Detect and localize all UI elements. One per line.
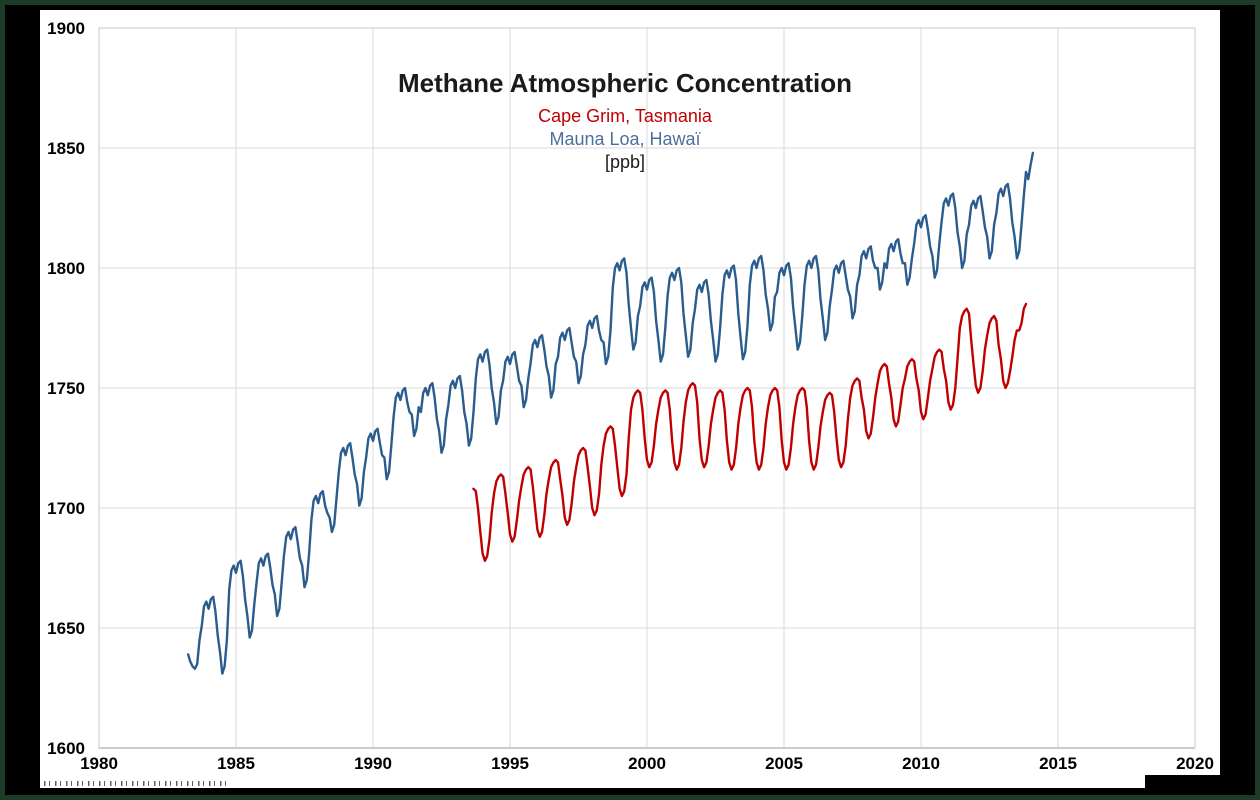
x-tick-label: 2000: [628, 754, 666, 773]
plot-border: [98, 27, 1196, 749]
x-tick-label: 1990: [354, 754, 392, 773]
x-tick-label: 1995: [491, 754, 529, 773]
series-path-mauna-loa-hawa-: [186, 151, 1035, 675]
clipped-text-fragment: [44, 781, 226, 786]
y-tick-label: 1750: [47, 379, 85, 398]
x-tick-label: 1980: [80, 754, 118, 773]
x-tick-label: 2015: [1039, 754, 1077, 773]
x-tick-label: 1985: [217, 754, 255, 773]
x-tick-label: 2005: [765, 754, 803, 773]
y-tick-label: 1600: [47, 739, 85, 758]
series-path-cape-grim-tasmania: [472, 302, 1028, 562]
y-tick-label: 1650: [47, 619, 85, 638]
clipped-text-strip: [40, 775, 1145, 788]
y-tick-label: 1900: [47, 19, 85, 38]
x-tick-label: 2020: [1176, 754, 1214, 773]
y-tick-label: 1850: [47, 139, 85, 158]
x-tick-label: 2010: [902, 754, 940, 773]
line-chart: 1600 1650 1700 1750 1800 1850 1900 1980 1985 1990…: [47, 19, 1214, 773]
y-tick-label: 1700: [47, 499, 85, 518]
y-tick-label: 1800: [47, 259, 85, 278]
chart-canvas: 1600 1650 1700 1750 1800 1850 1900 1980 1985 1990…: [40, 10, 1220, 775]
